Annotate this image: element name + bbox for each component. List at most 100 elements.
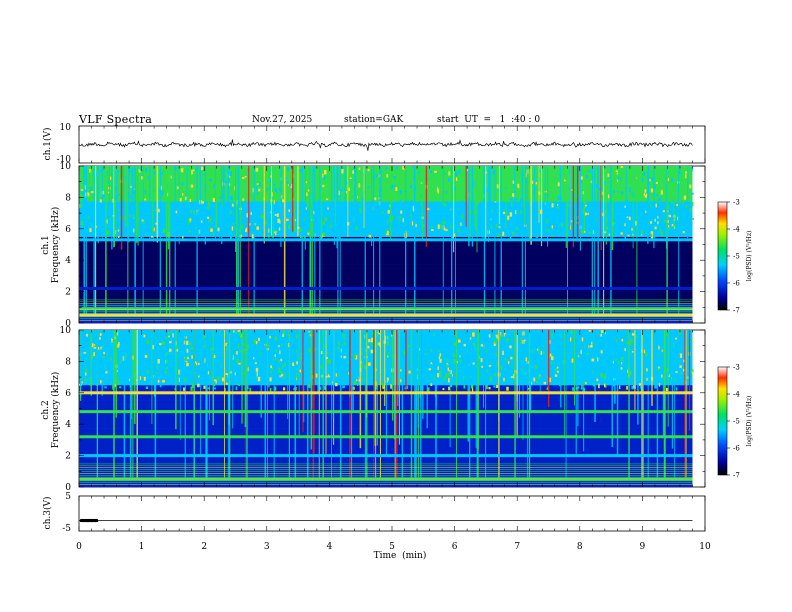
spectrogram-speckle bbox=[622, 373, 624, 377]
spectrogram-speckle bbox=[168, 339, 172, 342]
spectrogram-speckle bbox=[646, 370, 649, 373]
spectrogram-speckle bbox=[409, 214, 413, 217]
spectrogram-speckle bbox=[161, 363, 165, 367]
spectrogram-speckle bbox=[348, 204, 350, 209]
spectrogram-speckle bbox=[669, 234, 673, 237]
spectrogram-speckle bbox=[354, 330, 356, 333]
spectrogram-speckle bbox=[112, 385, 114, 390]
spectrogram-speckle bbox=[585, 175, 588, 179]
spectrogram-speckle bbox=[428, 368, 432, 371]
spectrogram-speckle bbox=[600, 369, 603, 373]
spectrogram-streak bbox=[302, 330, 304, 433]
spectrogram-streak bbox=[96, 166, 98, 238]
spectrogram-speckle bbox=[380, 357, 383, 360]
spectrogram-speckle bbox=[283, 330, 286, 335]
spectrogram-speckle bbox=[144, 198, 147, 201]
spectrogram-speckle bbox=[596, 337, 599, 341]
spectrogram-speckle bbox=[506, 386, 509, 391]
spectrogram-streak bbox=[322, 330, 324, 480]
spectrogram-streak bbox=[565, 166, 567, 249]
spectrogram-speckle bbox=[256, 372, 258, 377]
spectrogram-speckle bbox=[193, 170, 196, 174]
ch1-waveform-panel: 10 -10 ch.1(V) bbox=[42, 123, 706, 165]
spectrogram-speckle bbox=[322, 210, 326, 214]
spectrogram-speckle bbox=[625, 199, 629, 202]
spectrogram-speckle bbox=[251, 234, 255, 239]
spectrogram-cell bbox=[79, 479, 693, 484]
ch1-spectrogram-ticks bbox=[78, 165, 706, 324]
spectrogram-speckle bbox=[303, 217, 306, 221]
spectrogram-speckle bbox=[438, 350, 441, 352]
spectrogram-speckle bbox=[177, 355, 180, 358]
spectrogram-speckle bbox=[399, 216, 402, 218]
spectrogram-speckle bbox=[559, 381, 561, 387]
spectrogram-streak bbox=[540, 166, 543, 247]
spectrogram-speckle bbox=[124, 349, 127, 354]
spectrogram-speckle bbox=[674, 187, 677, 191]
spectrogram-speckle bbox=[446, 376, 448, 381]
spectrogram-speckle bbox=[473, 181, 476, 186]
spectrogram-speckle bbox=[143, 337, 146, 340]
spectrogram-speckle bbox=[412, 205, 415, 209]
time-tick-label: 5 bbox=[389, 542, 395, 552]
spectrogram-speckle bbox=[628, 216, 631, 221]
spectrogram-speckle bbox=[361, 364, 363, 368]
spectrogram-speckle bbox=[239, 234, 242, 238]
spectrogram-speckle bbox=[105, 229, 108, 232]
spectrogram-streak bbox=[310, 330, 312, 450]
spectrogram-speckle bbox=[481, 234, 484, 238]
spectrogram-speckle bbox=[604, 231, 607, 233]
spectrogram-streak bbox=[628, 330, 630, 480]
spectrogram-speckle bbox=[286, 181, 289, 184]
spectrogram-speckle bbox=[286, 218, 289, 222]
spectrogram-speckle bbox=[395, 187, 398, 192]
spectrogram-speckle bbox=[509, 212, 513, 217]
spectrogram-streak bbox=[469, 330, 471, 480]
spectrogram-speckle bbox=[502, 227, 505, 232]
spectrogram-speckle bbox=[191, 170, 193, 175]
spectrogram-cell bbox=[79, 205, 693, 210]
spectrogram-speckle bbox=[307, 230, 310, 233]
spectrogram-speckle bbox=[393, 184, 396, 187]
spectrogram-streak bbox=[526, 330, 528, 480]
spectrogram-speckle bbox=[300, 356, 302, 360]
spectrogram-cell bbox=[79, 256, 693, 261]
spectrogram-speckle bbox=[375, 174, 379, 178]
spectrogram-speckle bbox=[399, 332, 402, 338]
spectrogram-streak bbox=[193, 330, 195, 480]
spectrogram-speckle bbox=[358, 183, 361, 188]
spectrogram-speckle bbox=[224, 387, 226, 392]
spectrogram-speckle bbox=[214, 369, 218, 374]
spectrogram-speckle bbox=[315, 373, 318, 378]
spectrogram-speckle bbox=[391, 198, 393, 203]
spectrogram-speckle bbox=[690, 369, 694, 373]
spectrogram-speckle bbox=[525, 175, 528, 178]
time-tick-label: 9 bbox=[640, 542, 646, 552]
spectrogram-speckle bbox=[179, 198, 182, 202]
spectrogram-speckle bbox=[439, 224, 443, 229]
spectrogram-streak bbox=[271, 166, 272, 236]
spectrogram-speckle bbox=[657, 221, 659, 225]
spectrogram-speckle bbox=[162, 178, 165, 181]
spectrogram-streak bbox=[471, 166, 474, 247]
spectrogram-speckle bbox=[88, 169, 91, 173]
spectrogram-speckle bbox=[338, 341, 340, 346]
spectrogram-speckle bbox=[447, 362, 450, 365]
spectrogram-speckle bbox=[584, 190, 588, 194]
spectrogram-cell bbox=[79, 264, 693, 269]
spectrogram-streak bbox=[505, 166, 507, 228]
spectrogram-speckle bbox=[564, 177, 566, 180]
spectrogram-streak bbox=[294, 330, 297, 480]
spectrogram-speckle bbox=[272, 225, 276, 229]
spectrogram-speckle bbox=[462, 233, 464, 237]
spectrogram-speckle bbox=[247, 344, 249, 348]
spectrogram-speckle bbox=[439, 180, 442, 185]
spectrogram-speckle bbox=[209, 211, 212, 215]
spectrogram-speckle bbox=[195, 362, 198, 366]
spectrogram-speckle bbox=[438, 183, 441, 187]
spectrogram-speckle bbox=[674, 337, 678, 340]
spectrogram-cell bbox=[79, 275, 693, 281]
spectrogram-speckle bbox=[592, 230, 594, 234]
spectrogram-speckle bbox=[615, 338, 618, 343]
